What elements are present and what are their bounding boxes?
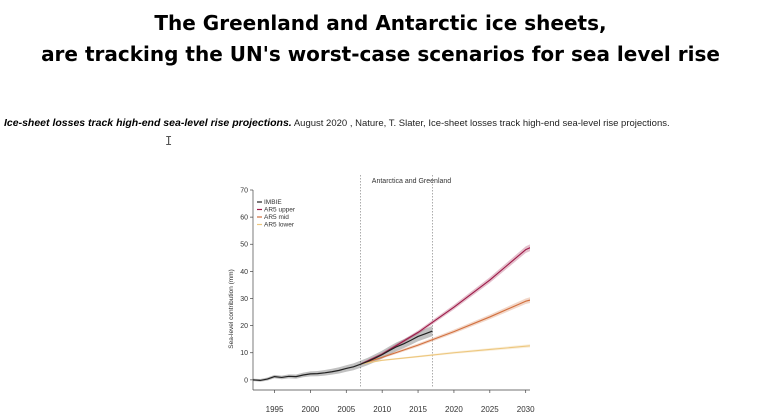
legend-label: AR5 lower bbox=[264, 222, 295, 229]
series-line-imbie bbox=[253, 330, 433, 382]
slide-title-line-1: The Greenland and Antarctic ice sheets, bbox=[154, 11, 607, 35]
x-tick-label: 2025 bbox=[481, 405, 499, 414]
band-imbie bbox=[253, 325, 433, 382]
chart-frame bbox=[360, 175, 433, 388]
x-tick-label: 2005 bbox=[337, 405, 355, 414]
x-tick-label: 2010 bbox=[373, 405, 391, 414]
text-cursor-icon: I bbox=[165, 134, 173, 148]
x-tick-label: 2030 bbox=[517, 405, 535, 414]
uncertainty-bands bbox=[253, 244, 530, 382]
y-tick-label: 60 bbox=[240, 215, 248, 222]
legend-label: IMBIE bbox=[264, 199, 282, 206]
y-tick-label: 40 bbox=[240, 269, 248, 276]
slide-title: The Greenland and Antarctic ice sheets, … bbox=[0, 8, 761, 70]
legend-label: AR5 mid bbox=[264, 214, 289, 221]
y-axis-label: Sea-level contribution (mm) bbox=[228, 269, 235, 348]
series-lines bbox=[253, 247, 530, 382]
chart-title: Antarctica and Greenland bbox=[372, 178, 451, 185]
y-tick-label: 50 bbox=[240, 242, 248, 249]
series-line-ar5-lower bbox=[360, 345, 530, 365]
slide-title-line-2: are tracking the UN's worst-case scenari… bbox=[41, 42, 720, 66]
x-tick-label: 2020 bbox=[445, 405, 463, 414]
citation-title: Ice-sheet losses track high-end sea-leve… bbox=[4, 117, 292, 129]
citation-details: August 2020 , Nature, T. Slater, Ice-she… bbox=[293, 118, 670, 129]
x-tick-label: 2000 bbox=[302, 405, 320, 414]
band-ar5-mid bbox=[360, 297, 530, 365]
citation-paragraph: Ice-sheet losses track high-end sea-leve… bbox=[4, 115, 744, 132]
y-tick-label: 30 bbox=[240, 296, 248, 303]
y-tick-label: 10 bbox=[240, 350, 248, 357]
y-tick-label: 70 bbox=[240, 188, 248, 195]
legend-label: AR5 upper bbox=[264, 207, 296, 214]
series-line-ar5-mid bbox=[360, 299, 530, 365]
x-tick-label: 2015 bbox=[409, 405, 427, 414]
chart-axes: Antarctica and Greenland0102030405060701… bbox=[228, 178, 535, 414]
x-tick-label: 1995 bbox=[266, 405, 284, 414]
y-tick-label: 0 bbox=[244, 377, 248, 384]
y-tick-label: 20 bbox=[240, 323, 248, 330]
